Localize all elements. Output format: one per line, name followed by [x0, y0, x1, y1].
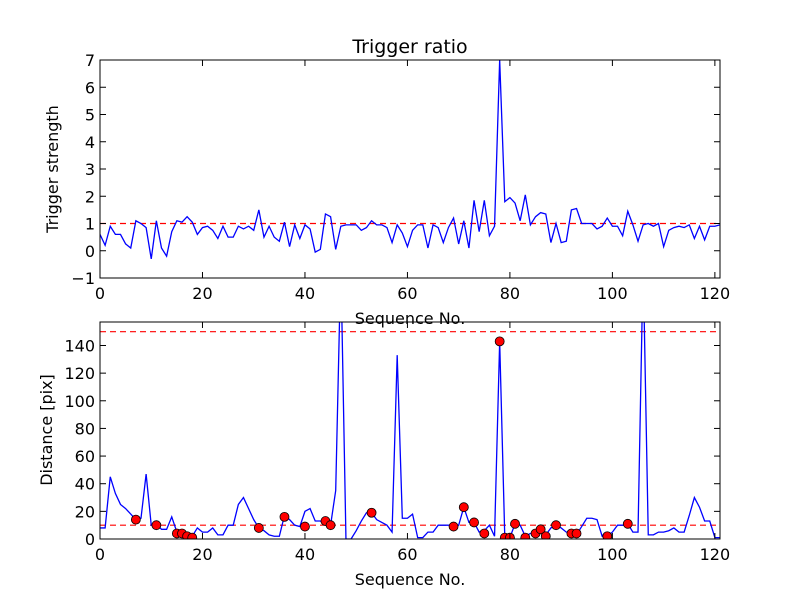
top-subplot: Trigger ratio 0 20 40 60 80 100 120−101234567 …: [43, 36, 730, 328]
bottom-x-axis-label: Sequence No.: [355, 570, 466, 589]
distance-marker: [279, 511, 290, 522]
distance-marker: [325, 520, 336, 531]
top-x-tick-label: 120: [700, 284, 731, 303]
distance-marker: [448, 521, 459, 532]
top-plot-area: [100, 60, 720, 260]
bottom-x-tick-label: 80: [500, 545, 520, 564]
bottom-y-tick-label: 120: [64, 364, 95, 383]
distance-marker: [151, 520, 162, 531]
distance-marker: [510, 518, 520, 529]
top-y-tick-label: 3: [85, 160, 95, 179]
top-y-tick-label: 7: [85, 51, 95, 70]
trigger-strength-line: [100, 60, 720, 260]
distance-marker: [494, 336, 505, 347]
distance-marker: [571, 528, 582, 539]
distance-marker: [366, 507, 377, 518]
bottom-y-axis-label: Distance [pix]: [37, 374, 56, 486]
top-y-tick-label: 4: [85, 133, 95, 152]
distance-marker: [551, 520, 561, 531]
distance-marker: [520, 532, 531, 539]
bottom-y-tick-label: 40: [75, 475, 95, 494]
top-y-tick-label: 0: [85, 242, 95, 261]
bottom-ticks: 0 20 40 60 80 100 120 0 20 40 60 80 100 120 140: [64, 322, 730, 564]
distance-marker: [300, 521, 310, 532]
bottom-y-tick-label: 20: [75, 502, 95, 521]
top-x-tick-label: 80: [500, 284, 520, 303]
distance-marker: [622, 518, 633, 529]
distance-marker: [130, 514, 141, 525]
distance-marker: [540, 531, 551, 539]
bottom-x-tick-label: 0: [95, 545, 105, 564]
bottom-y-tick-label: 0: [85, 530, 95, 549]
top-y-axis-label: Trigger strength: [43, 105, 62, 234]
top-x-tick-label: 60: [397, 284, 417, 303]
top-y-tick-label: −1: [71, 269, 95, 288]
distance-marker: [253, 523, 264, 533]
bottom-x-tick-label: 60: [397, 545, 417, 564]
top-y-tick-label: 6: [85, 78, 95, 97]
bottom-y-tick-label: 100: [64, 392, 95, 411]
distance-marker: [187, 532, 198, 539]
distance-marker: [469, 517, 479, 528]
top-x-tick-label: 20: [192, 284, 212, 303]
top-y-tick-label: 1: [85, 215, 95, 234]
distance-marker: [602, 531, 613, 539]
bottom-x-tick-label: 120: [700, 545, 731, 564]
top-y-tick-label: 5: [85, 106, 95, 125]
bottom-x-tick-label: 40: [295, 545, 315, 564]
top-x-tick-label: 0: [95, 284, 105, 303]
bottom-axes-frame: [99, 321, 721, 540]
top-x-axis-label: Sequence No.: [355, 309, 466, 328]
bottom-y-tick-label: 60: [75, 447, 95, 466]
bottom-subplot: 0 20 40 60 80 100 120 0 20 40 60 80 100 120 140 Sequen…: [37, 321, 730, 589]
distance-marker: [535, 524, 546, 535]
top-x-tick-label: 100: [597, 284, 628, 303]
distance-line: [100, 322, 720, 539]
distance-marker: [458, 502, 469, 513]
bottom-x-tick-label: 100: [597, 545, 628, 564]
chart-title: Trigger ratio: [351, 36, 467, 58]
bottom-y-tick-label: 140: [64, 336, 95, 355]
top-y-tick-label: 2: [85, 187, 95, 206]
distance-marker: [479, 528, 490, 539]
top-x-tick-label: 40: [295, 284, 315, 303]
bottom-y-tick-label: 80: [75, 419, 95, 438]
bottom-plot-area: [100, 322, 720, 539]
bottom-x-tick-label: 20: [192, 545, 212, 564]
